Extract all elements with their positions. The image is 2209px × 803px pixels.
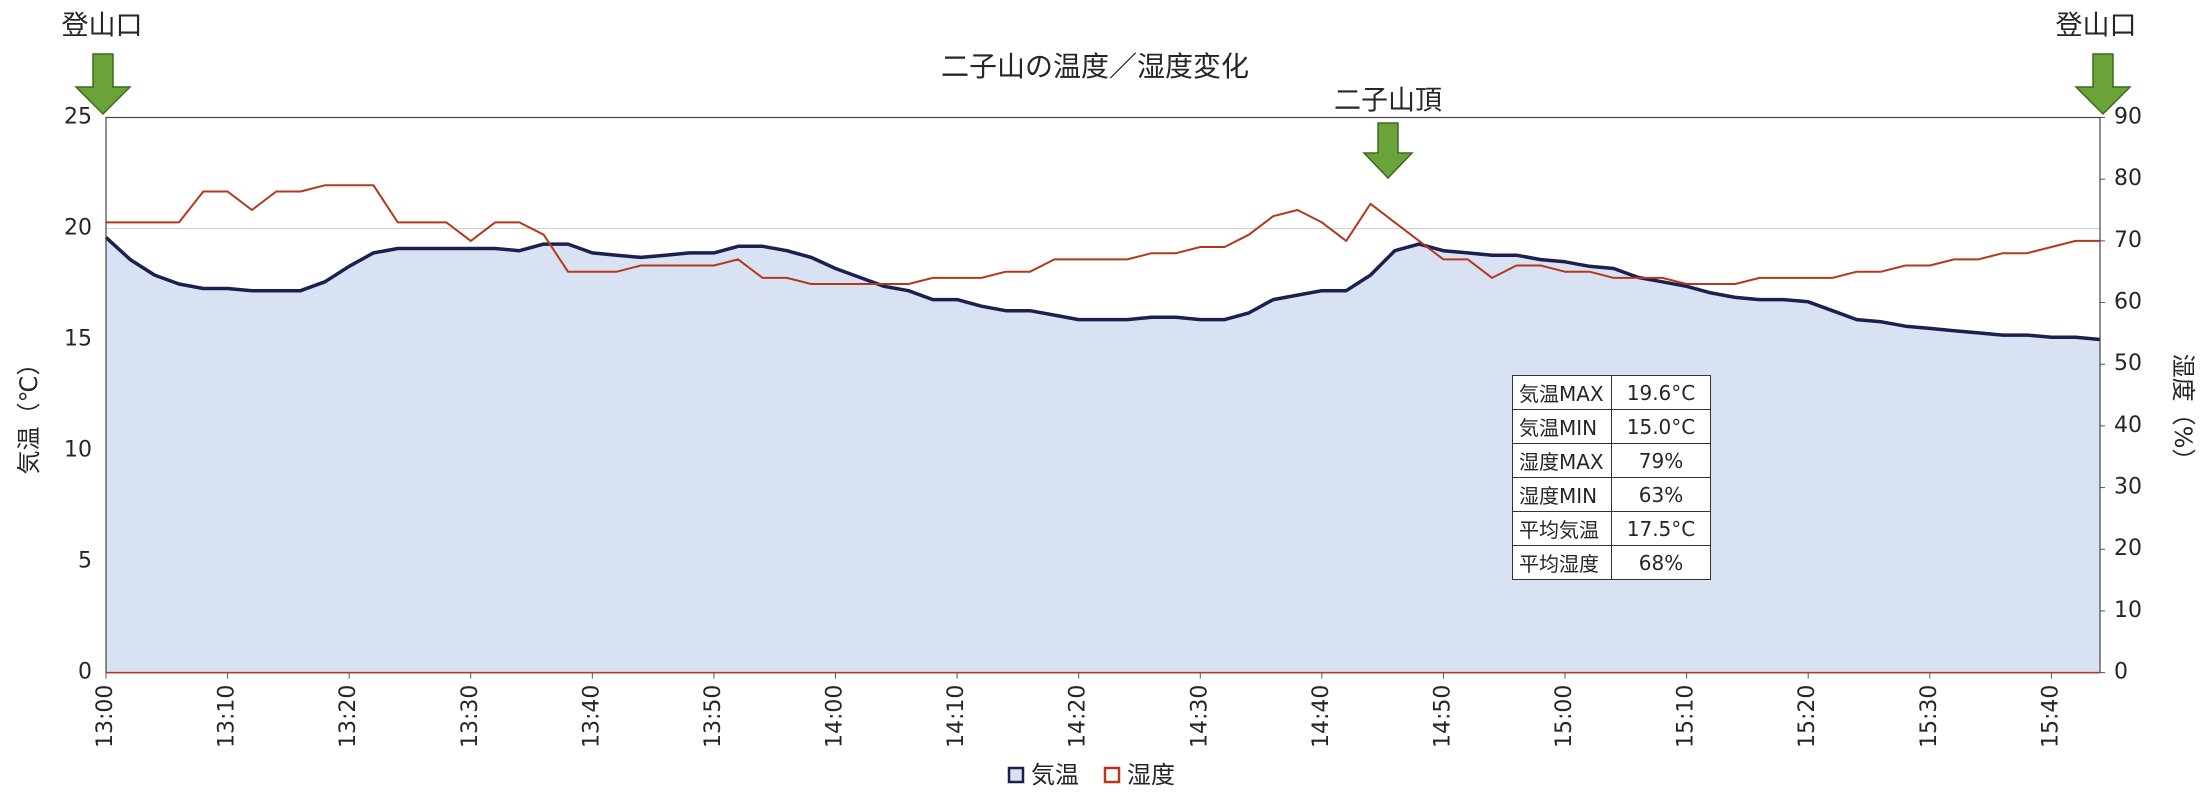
x-tick-label: 13:40 — [579, 685, 604, 748]
annotation: 登山口 — [2056, 11, 2137, 42]
axes: 0 5 10 15 20 25 0 10 20 30 40 50 60 70 80 90 13:00 13:10 1… — [64, 105, 2142, 749]
x-tick-label: 13:30 — [458, 685, 483, 748]
y2-tick-label: 0 — [2114, 660, 2128, 685]
stats-cell: 気温MAX — [1512, 375, 1612, 410]
stats-cell: 平均湿度 — [1512, 545, 1612, 580]
stats-table: 気温MAX 19.6°C 気温MIN 15.0°C 湿度MAX 79% 湿度MIN 63% 平均… — [1512, 375, 1711, 580]
y2-tick-label: 70 — [2114, 228, 2142, 253]
x-tick-label: 15:10 — [1674, 685, 1699, 748]
stats-row: 平均気温 17.5°C — [1512, 511, 1711, 546]
arrows — [74, 53, 2132, 180]
x-tick-label: 14:00 — [823, 685, 848, 748]
annotation: 登山口 — [62, 11, 143, 42]
y2-axis-label: 湿度（%） — [2169, 354, 2197, 473]
arrow — [2074, 53, 2132, 116]
x-tick-label: 14:10 — [944, 685, 969, 748]
y2-tick-label: 10 — [2114, 598, 2142, 623]
x-tick-label: 15:20 — [1795, 685, 1820, 748]
y-axis-label: 気温（℃） — [15, 352, 43, 475]
stats-cell: 63% — [1611, 477, 1711, 512]
line — [104, 236, 2101, 342]
plot — [104, 184, 2101, 673]
x-tick-label: 13:00 — [93, 685, 118, 748]
arrow — [1362, 122, 1414, 180]
stats-cell: 68% — [1611, 545, 1711, 580]
y-tick-label: 5 — [78, 549, 92, 574]
stats-row: 気温MIN 15.0°C — [1512, 409, 1711, 444]
legend-label: 湿度 — [1127, 761, 1175, 789]
stats-cell: 湿度MIN — [1512, 477, 1612, 512]
stats-cell: 79% — [1611, 443, 1711, 478]
stats-cell: 17.5°C — [1611, 511, 1711, 546]
stats-cell: 平均気温 — [1512, 511, 1612, 546]
y-tick-label: 15 — [64, 327, 92, 352]
legend-swatch — [1103, 766, 1121, 784]
line — [106, 184, 2100, 285]
y2-tick-label: 40 — [2114, 413, 2142, 438]
x-tick-label: 15:30 — [1917, 685, 1942, 748]
legend-swatch — [1007, 766, 1025, 784]
stats-cell: 気温MIN — [1512, 409, 1612, 444]
chart-title: 二子山の温度／湿度変化 — [941, 50, 1249, 83]
stats-cell: 15.0°C — [1611, 409, 1711, 444]
y-tick-label: 20 — [64, 216, 92, 241]
x-tick-label: 13:20 — [336, 685, 361, 748]
x-tick-label: 14:30 — [1187, 685, 1212, 748]
y2-tick-label: 20 — [2114, 536, 2142, 561]
arrow — [74, 53, 132, 116]
y-tick-label: 10 — [64, 438, 92, 463]
y2-tick-label: 80 — [2114, 166, 2142, 191]
x-tick-label: 13:10 — [215, 685, 240, 748]
x-tick-label: 14:50 — [1430, 685, 1455, 748]
y-tick-label: 25 — [64, 105, 92, 130]
stats-row: 平均湿度 68% — [1512, 545, 1711, 580]
stats-row: 気温MAX 19.6°C — [1512, 375, 1711, 410]
stats-cell: 湿度MAX — [1512, 443, 1612, 478]
stats-row: 湿度MIN 63% — [1512, 477, 1711, 512]
y-tick-label: 0 — [78, 660, 92, 685]
annotation: 二子山頂 — [1334, 86, 1442, 117]
x-tick-label: 14:20 — [1066, 685, 1091, 748]
x-tick-label: 14:40 — [1309, 685, 1334, 748]
legend-label: 気温 — [1031, 761, 1079, 789]
y2-tick-label: 30 — [2114, 475, 2142, 500]
y2-tick-label: 90 — [2114, 105, 2142, 130]
x-tick-label: 15:40 — [2038, 685, 2063, 748]
x-tick-label: 13:50 — [701, 685, 726, 748]
stats-cell: 19.6°C — [1611, 375, 1711, 410]
stats-row: 湿度MAX 79% — [1512, 443, 1711, 478]
x-tick-label: 15:00 — [1552, 685, 1577, 748]
y2-tick-label: 50 — [2114, 351, 2142, 376]
y2-tick-label: 60 — [2114, 290, 2142, 315]
